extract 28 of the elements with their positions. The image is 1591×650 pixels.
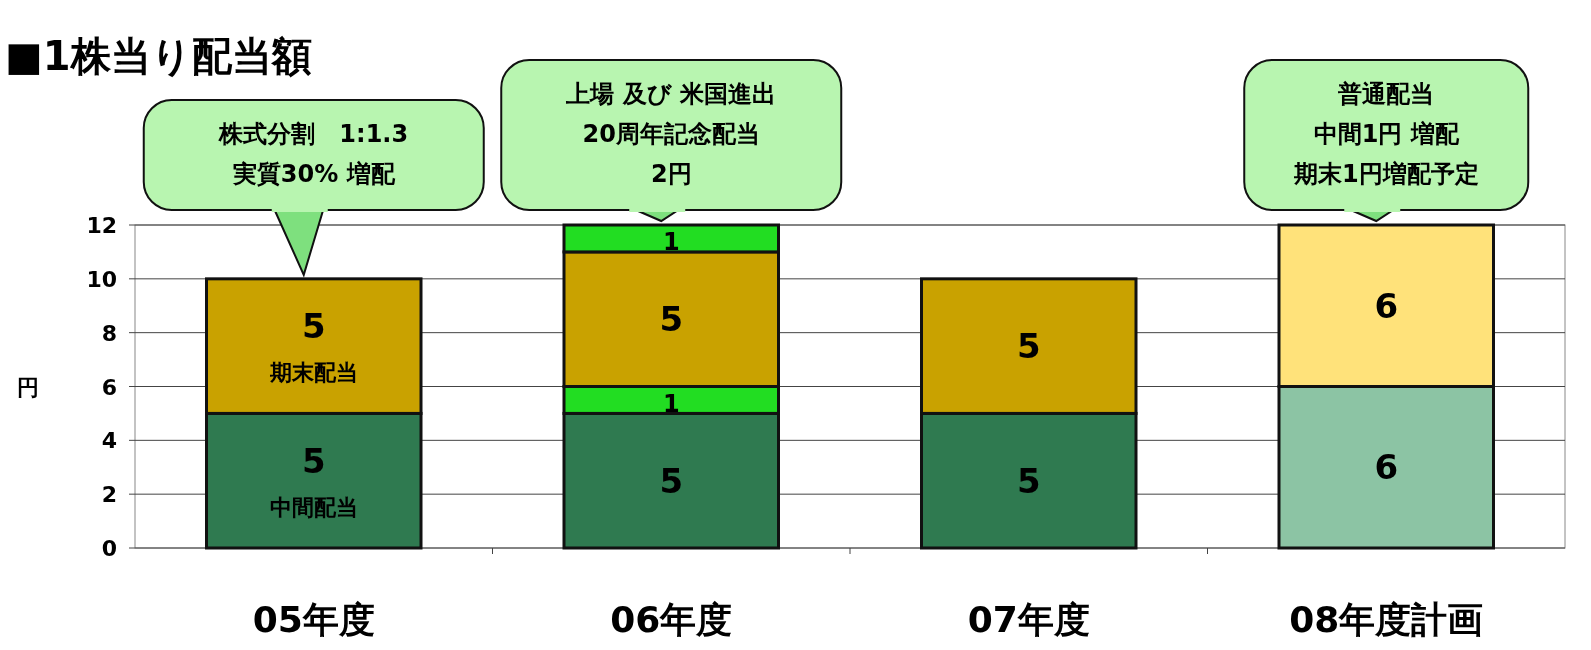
y-tick-label: 8: [101, 320, 117, 346]
x-tick-label: 07年度: [967, 599, 1090, 640]
y-tick-label: 12: [86, 213, 117, 238]
callout: 普通配当 中間1円 増配 期末1円増配予定: [1243, 59, 1530, 223]
callout: 上場 及び 米国進出 20周年記念配当 2円: [500, 59, 843, 223]
data-label: 1: [662, 389, 680, 418]
data-label: 5: [659, 460, 684, 501]
x-tick-label: 08年度計画: [1289, 599, 1484, 640]
data-label: 5: [1016, 460, 1041, 501]
y-tick-label: 6: [101, 374, 117, 400]
callout: 株式分割 1:1.3 実質30% 増配: [142, 99, 485, 278]
y-tick-label: 4: [101, 428, 117, 454]
data-label: 5: [301, 306, 326, 347]
y-tick-label: 0: [101, 536, 117, 561]
data-label: 5: [301, 440, 326, 481]
y-axis-title: 円: [17, 374, 39, 400]
series-label: 中間配当: [269, 494, 358, 520]
y-tick-label: 10: [86, 266, 117, 292]
data-label: 5: [659, 299, 684, 340]
chart-title: ■1株当り配当額: [5, 33, 312, 79]
data-label: 5: [1016, 326, 1041, 367]
x-tick-label: 06年度: [610, 599, 733, 640]
series-label: 期末配当: [268, 360, 358, 386]
data-label: 1: [662, 228, 680, 257]
data-label: 6: [1374, 285, 1399, 326]
y-tick-label: 2: [101, 482, 117, 508]
x-tick-label: 05年度: [252, 599, 375, 640]
data-label: 6: [1374, 447, 1399, 488]
